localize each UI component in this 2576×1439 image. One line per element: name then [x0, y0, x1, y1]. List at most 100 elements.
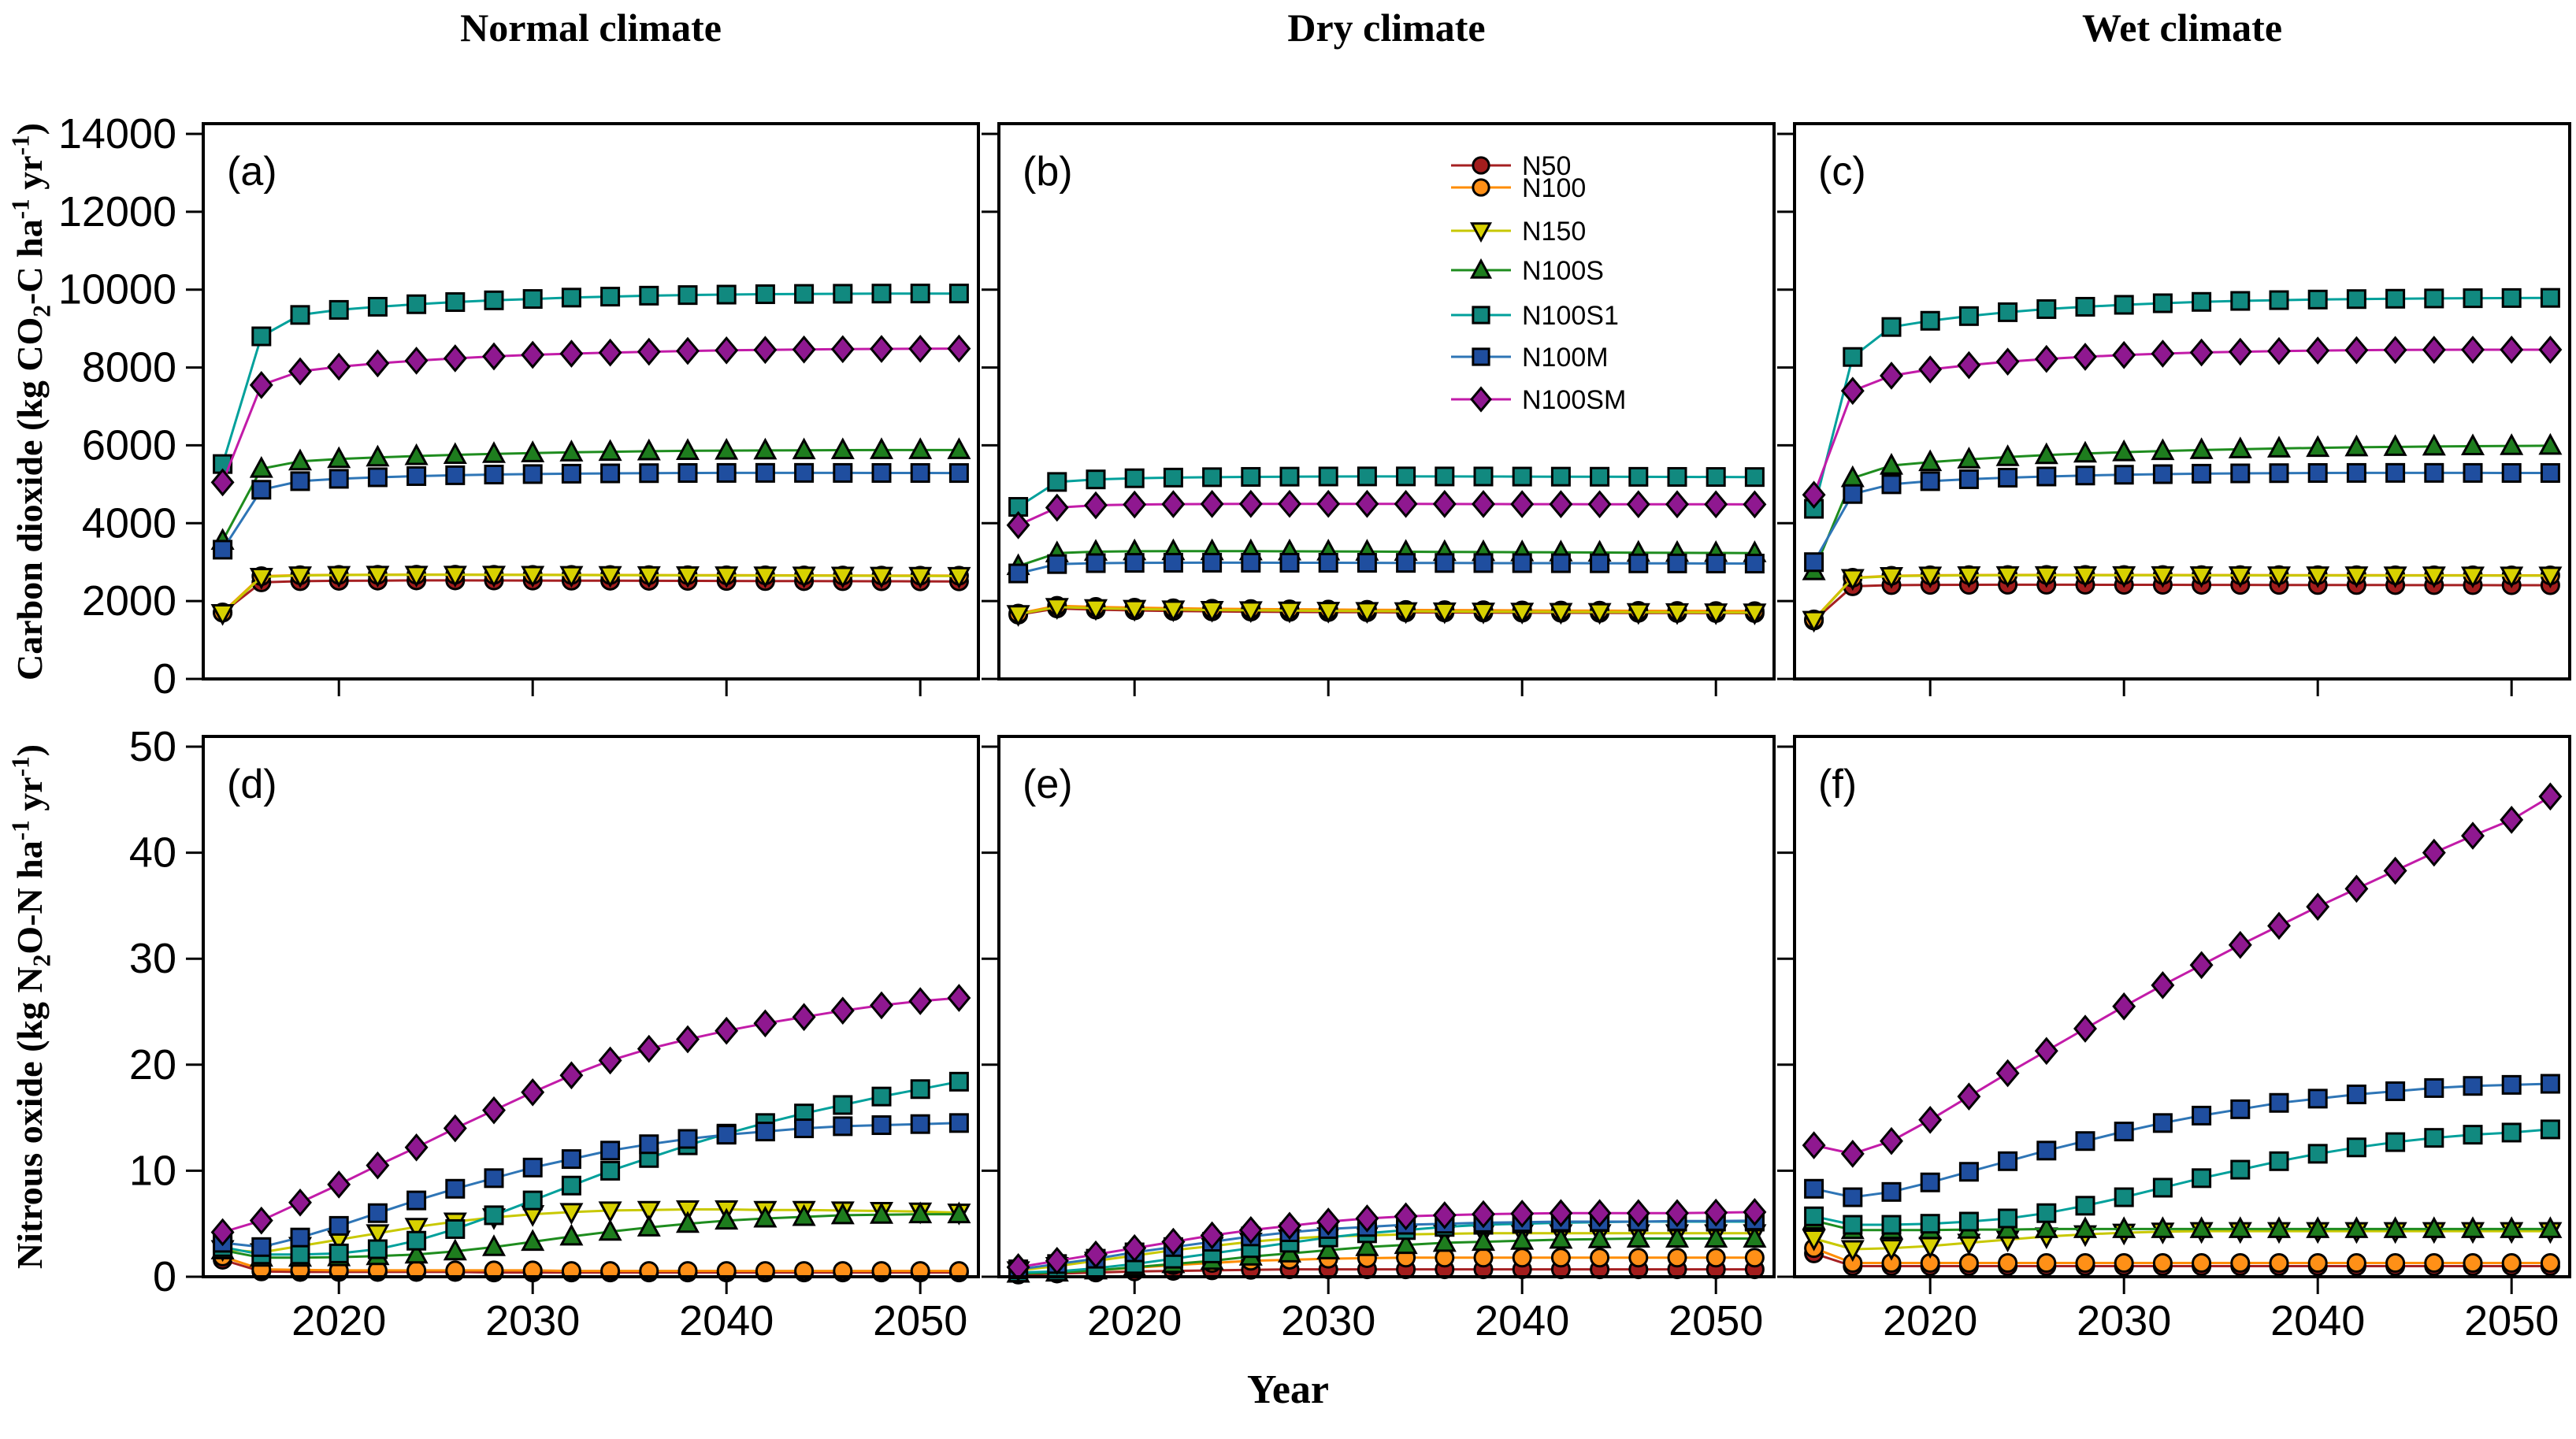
series-N100M	[1804, 1074, 2560, 1207]
series-N100M	[1008, 552, 1765, 584]
series-N150	[210, 566, 971, 626]
legend-item-N100S1: N100S1	[1451, 301, 1619, 331]
legend-label: N100S1	[1522, 301, 1619, 331]
legend-label: N100	[1522, 173, 1586, 203]
panel-border	[997, 122, 1776, 681]
series-N100M	[213, 462, 969, 560]
y-axis-ticks	[982, 132, 999, 681]
legend-label: N100M	[1522, 343, 1609, 373]
series-N100M	[213, 1113, 969, 1257]
panel-border	[997, 735, 1776, 1278]
panel-border	[1793, 735, 2571, 1278]
panel-e: 2020 2030 2040 2050 (e)	[982, 735, 1776, 1344]
series-N50	[213, 570, 969, 623]
series-N100SM	[210, 984, 971, 1247]
y-tick-label: 0	[153, 655, 176, 703]
series-N100M	[1804, 462, 2560, 573]
y-axis-title-n2o: Nitrous oxide (kg N2O-N ha-1 yr-1)	[6, 744, 56, 1270]
x-tick-label: 2020	[291, 1297, 386, 1344]
panel-f: 2020 2030 2040 2050 (f)	[1777, 735, 2571, 1344]
x-tick-label: 2020	[1883, 1297, 1977, 1344]
legend-item-N100M: N100M	[1451, 343, 1609, 373]
legend-label: N150	[1522, 217, 1586, 247]
legend-item-N100SM: N100SM	[1451, 385, 1626, 415]
series-N50	[1804, 574, 2560, 631]
panel-letter: (e)	[1023, 762, 1073, 807]
column-title-normal: Normal climate	[460, 6, 722, 50]
y-tick-label: 50	[129, 723, 176, 770]
panel-a: 0 2000 4000 6000 8000 10000 12000 14000 (a)	[58, 110, 980, 703]
series-N100S	[1802, 432, 2563, 580]
legend-item-N100: N100	[1451, 173, 1586, 203]
y-axis-ticks: 0 10 20 30 40 50	[129, 723, 203, 1300]
legend-label: N100S	[1522, 256, 1604, 286]
series-N100S1	[213, 1071, 969, 1265]
y-tick-label: 12000	[58, 188, 176, 236]
series-N100SM	[1006, 489, 1767, 540]
panel-c: (c)	[1777, 122, 2571, 696]
y-axis-ticks: 0 2000 4000 6000 8000 10000 12000 14000	[58, 110, 203, 703]
y-tick-label: 40	[129, 829, 176, 877]
x-tick-label: 2050	[2464, 1297, 2559, 1344]
series-N100SM	[1802, 336, 2563, 510]
panel-b: (b)	[982, 122, 1776, 696]
series-N100SM	[210, 334, 971, 497]
y-axis-ticks	[1777, 132, 1795, 681]
column-title-wet: Wet climate	[2081, 6, 2283, 50]
x-tick-label: 2050	[1668, 1297, 1763, 1344]
y-tick-label: 8000	[82, 344, 176, 391]
x-tick-label: 2040	[1475, 1297, 1569, 1344]
y-tick-label: 4000	[82, 499, 176, 547]
y-tick-label: 6000	[82, 421, 176, 469]
x-tick-label: 2030	[1281, 1297, 1375, 1344]
series-N100S1	[213, 284, 969, 474]
x-axis-ticks: 2020 2030 2040 2050	[291, 1277, 967, 1344]
y-tick-label: 10000	[58, 266, 176, 313]
x-axis-ticks: 2020 2030 2040 2050	[1087, 1277, 1763, 1344]
column-title-dry: Dry climate	[1287, 6, 1486, 50]
x-tick-label: 2040	[2270, 1297, 2365, 1344]
legend-label: N50	[1522, 151, 1571, 181]
series-N50	[1008, 1259, 1765, 1285]
y-tick-label: 10	[129, 1147, 176, 1194]
x-axis-ticks	[337, 679, 922, 696]
series-N100SM	[1802, 782, 2563, 1168]
panel-letter: (f)	[1818, 762, 1857, 807]
panel-letter: (d)	[227, 762, 277, 807]
panel-letter: (b)	[1023, 149, 1073, 195]
series-N100	[213, 1246, 969, 1281]
series-N100SM	[1006, 1198, 1767, 1281]
x-tick-label: 2050	[873, 1297, 967, 1344]
y-tick-label: 2000	[82, 577, 176, 625]
y-tick-label: 30	[129, 935, 176, 982]
legend-item-N100S: N100S	[1451, 256, 1604, 286]
x-tick-label: 2020	[1087, 1297, 1182, 1344]
y-axis-title-co2: Carbon dioxide (kg CO2-C ha-1 yr-1)	[6, 123, 56, 681]
y-axis-ticks	[1777, 745, 1795, 1278]
legend-item-N50: N50	[1451, 151, 1571, 181]
panel-border	[202, 735, 980, 1278]
legend-label: N100SM	[1522, 385, 1626, 415]
series-N100S	[210, 1201, 971, 1267]
series-N100S1	[1804, 287, 2560, 519]
panel-letter: (c)	[1818, 149, 1866, 195]
series-N100S	[1006, 538, 1767, 576]
y-axis-ticks	[982, 745, 999, 1278]
series-N150	[1006, 598, 1767, 627]
y-tick-label: 0	[153, 1253, 176, 1300]
x-tick-label: 2030	[2077, 1297, 2171, 1344]
series-N100S1	[1008, 466, 1765, 517]
x-axis-ticks: 2020 2030 2040 2050	[1883, 1277, 2559, 1344]
panel-border	[1793, 122, 2571, 681]
x-tick-label: 2030	[485, 1297, 580, 1344]
x-axis-ticks	[1133, 679, 1717, 696]
legend-item-N150: N150	[1451, 217, 1586, 247]
x-tick-label: 2040	[679, 1297, 774, 1344]
x-axis-ticks	[1928, 679, 2513, 696]
series-N50	[1804, 1243, 2560, 1277]
series-N150	[1802, 566, 2563, 633]
